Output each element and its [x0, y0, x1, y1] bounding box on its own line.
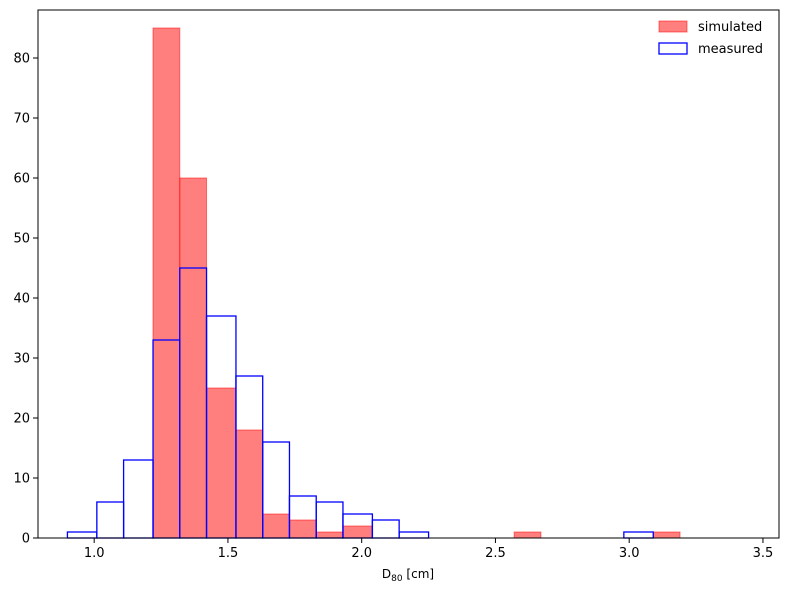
- y-tick-label: 60: [13, 172, 30, 187]
- y-tick-label: 80: [13, 52, 30, 67]
- simulated-bar: [652, 531, 681, 539]
- x-axis: 1.0 1.5 2.0 2.5 3.0 3.5: [84, 538, 773, 561]
- x-tick-label: 3.5: [753, 546, 774, 561]
- bars-layer: [66, 27, 681, 539]
- simulated-bar: [179, 177, 208, 539]
- legend: simulated measured: [658, 20, 763, 57]
- y-axis: 0 10 20 30 40 50 60 70 80: [13, 52, 38, 547]
- x-axis-label-main: D: [382, 567, 391, 581]
- legend-label-simulated: simulated: [698, 20, 762, 35]
- x-axis-label-unit: [cm]: [403, 567, 434, 581]
- x-tick-label: 2.0: [351, 546, 372, 561]
- simulated-bar: [342, 525, 373, 539]
- simulated-bar: [315, 531, 344, 539]
- x-axis-label: D80 [cm]: [382, 567, 434, 584]
- x-tick-label: 2.5: [485, 546, 506, 561]
- simulated-bar: [262, 513, 290, 539]
- y-tick-label: 10: [13, 472, 30, 487]
- simulated-bar: [288, 519, 317, 539]
- y-tick-label: 0: [22, 532, 30, 547]
- y-tick-label: 20: [13, 412, 30, 427]
- y-tick-label: 70: [13, 112, 30, 127]
- simulated-bar: [235, 429, 264, 539]
- simulated-bar: [152, 27, 181, 539]
- simulated-bar: [206, 387, 237, 539]
- x-axis-label-subscript: 80: [391, 574, 403, 584]
- y-tick-label: 30: [13, 352, 30, 367]
- plot-frame: [37, 9, 780, 539]
- y-tick-label: 40: [13, 292, 30, 307]
- simulated-bar: [513, 531, 542, 539]
- x-tick-label: 1.0: [84, 546, 105, 561]
- x-tick-label: 3.0: [619, 546, 640, 561]
- legend-swatch-simulated: [658, 20, 688, 33]
- x-tick-label: 1.5: [218, 546, 239, 561]
- legend-label-measured: measured: [698, 42, 763, 57]
- series-simulated: [152, 27, 681, 539]
- legend-swatch-measured: [658, 42, 688, 55]
- y-tick-label: 50: [13, 232, 30, 247]
